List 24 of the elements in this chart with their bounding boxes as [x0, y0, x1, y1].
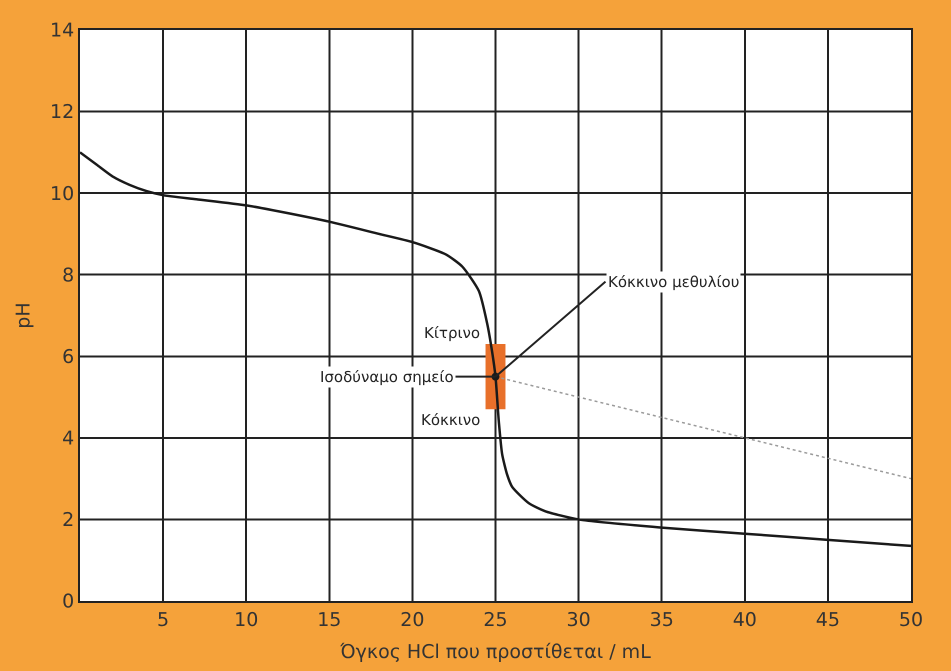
y-tick-label: 4	[62, 428, 74, 450]
y-tick-label: 0	[62, 590, 74, 613]
y-tick-label: 14	[50, 20, 74, 42]
x-tick-label: 30	[566, 608, 591, 631]
y-axis-title: pH	[12, 302, 34, 329]
x-tick-label: 35	[650, 608, 674, 631]
x-tick-label: 15	[317, 608, 342, 631]
x-tick-label: 5	[157, 608, 170, 631]
y-tick-label: 6	[62, 346, 74, 368]
annotation: Κόκκινο	[421, 411, 480, 429]
y-tick-label: 2	[62, 509, 74, 532]
y-tick-label: 8	[62, 264, 74, 286]
y-tick-label: 12	[50, 101, 74, 124]
x-tick-label: 20	[400, 608, 424, 631]
x-tick-label: 25	[483, 608, 508, 631]
x-tick-label: 40	[732, 608, 757, 631]
annotation: Κίτρινο	[424, 324, 480, 342]
annotation: Ισοδύναμο σημείο	[320, 368, 454, 386]
x-tick-label: 50	[898, 608, 924, 631]
annotation: Κόκκινο μεθυλίου	[608, 273, 740, 291]
x-tick-label: 45	[816, 608, 840, 631]
x-axis-title: Όγκος HCl που προστίθεται / mL	[339, 641, 652, 664]
x-tick-label: 10	[234, 608, 258, 631]
y-tick-label: 10	[50, 182, 74, 205]
